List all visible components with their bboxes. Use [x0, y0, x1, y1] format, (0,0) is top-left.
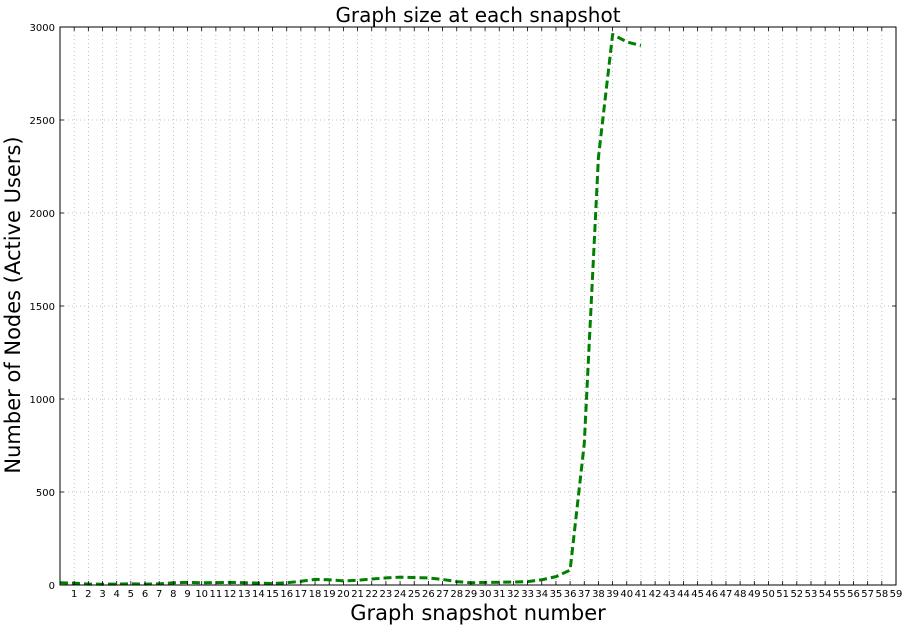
- y-tick-label: 2500: [30, 116, 55, 127]
- y-tick-label: 0: [49, 581, 55, 592]
- x-tick-label: 43: [663, 589, 676, 600]
- x-tick-label: 47: [720, 589, 733, 600]
- x-tick-label: 16: [280, 589, 293, 600]
- series-layer: [59, 32, 642, 586]
- x-tick-label: 46: [705, 589, 718, 600]
- x-tick-label: 2: [85, 589, 91, 600]
- x-tick-label: 9: [184, 589, 190, 600]
- x-tick-label: 29: [465, 589, 478, 600]
- x-tick-label: 35: [550, 589, 563, 600]
- x-tick-label: 34: [535, 589, 548, 600]
- grid: [60, 27, 896, 585]
- x-tick-label: 30: [479, 589, 492, 600]
- x-tick-label: 52: [790, 589, 803, 600]
- x-tick-label: 26: [422, 589, 435, 600]
- x-tick-label: 13: [238, 589, 251, 600]
- x-tick-label: 5: [128, 589, 134, 600]
- x-tick-label: 55: [833, 589, 846, 600]
- x-tick-label: 10: [195, 589, 208, 600]
- x-tick-label: 56: [847, 589, 860, 600]
- x-tick-label: 31: [493, 589, 506, 600]
- x-tick-label: 51: [776, 589, 789, 600]
- ticks: 1 2 3 4 5 6 7 8 9 10 11 12 13 14 15 16 17 18 19 20 21 22 23 24 2…: [30, 23, 903, 600]
- x-tick-label: 40: [620, 589, 633, 600]
- x-tick-label: 53: [805, 589, 818, 600]
- x-tick-label: 59: [890, 589, 903, 600]
- x-tick-label: 19: [323, 589, 336, 600]
- x-tick-label: 1: [71, 589, 77, 600]
- x-tick-label: 23: [380, 589, 393, 600]
- y-tick-label: 500: [36, 488, 55, 499]
- x-tick-label: 57: [861, 589, 874, 600]
- chart-title: Graph size at each snapshot: [335, 3, 620, 27]
- x-tick-label: 33: [521, 589, 534, 600]
- x-tick-label: 22: [365, 589, 378, 600]
- x-tick-label: 17: [295, 589, 308, 600]
- x-tick-label: 37: [578, 589, 591, 600]
- x-tick-label: 18: [309, 589, 322, 600]
- x-tick-label: 41: [635, 589, 648, 600]
- x-tick-label: 6: [142, 589, 148, 600]
- x-tick-label: 4: [113, 589, 119, 600]
- x-tick-label: 36: [564, 589, 577, 600]
- plot-frame: [59, 26, 897, 586]
- x-tick-label: 44: [677, 589, 690, 600]
- x-tick-label: 58: [875, 589, 888, 600]
- x-tick-label: 54: [819, 589, 832, 600]
- x-tick-label: 24: [394, 589, 407, 600]
- x-tick-label: 20: [337, 589, 350, 600]
- series-line: [59, 32, 642, 586]
- x-tick-label: 7: [156, 589, 162, 600]
- x-tick-label: 8: [170, 589, 176, 600]
- x-tick-label: 3: [99, 589, 105, 600]
- y-tick-label: 3000: [30, 23, 55, 34]
- x-tick-label: 50: [762, 589, 775, 600]
- x-tick-label: 28: [450, 589, 463, 600]
- x-tick-label: 38: [592, 589, 605, 600]
- y-tick-label: 2000: [30, 209, 55, 220]
- x-tick-label: 21: [351, 589, 364, 600]
- x-tick-label: 45: [691, 589, 704, 600]
- y-tick-label: 1500: [30, 302, 55, 313]
- x-tick-label: 27: [436, 589, 449, 600]
- x-tick-label: 25: [408, 589, 421, 600]
- x-tick-label: 15: [266, 589, 279, 600]
- x-axis-label: Graph snapshot number: [350, 601, 606, 625]
- x-tick-label: 39: [606, 589, 619, 600]
- x-tick-label: 42: [649, 589, 662, 600]
- x-tick-label: 12: [224, 589, 237, 600]
- x-tick-label: 32: [507, 589, 520, 600]
- x-tick-label: 14: [252, 589, 265, 600]
- y-axis-label: Number of Nodes (Active Users): [1, 136, 25, 473]
- x-tick-label: 48: [734, 589, 747, 600]
- x-tick-label: 49: [748, 589, 761, 600]
- x-tick-label: 11: [209, 589, 222, 600]
- y-tick-label: 1000: [30, 395, 55, 406]
